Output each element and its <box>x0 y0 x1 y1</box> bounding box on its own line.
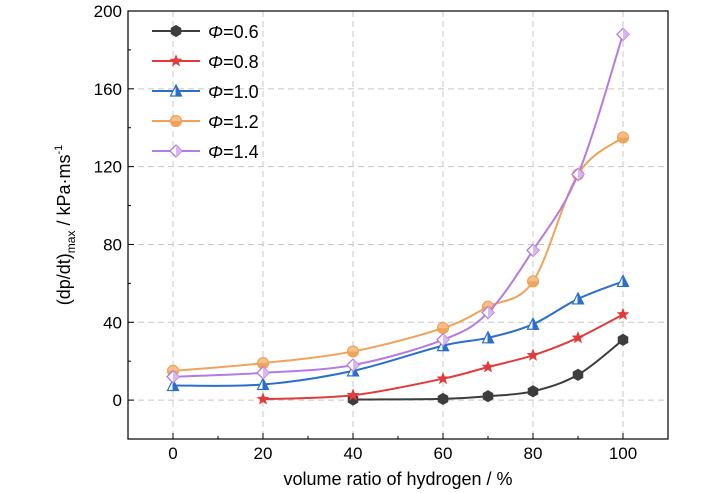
legend-marker <box>169 144 183 158</box>
legend-value: =1.2 <box>223 112 259 132</box>
data-point <box>481 360 495 373</box>
data-point <box>481 330 495 344</box>
data-point <box>256 392 270 405</box>
data-point <box>256 365 270 380</box>
data-point <box>571 330 585 344</box>
data-point <box>436 371 450 385</box>
data-point <box>527 385 539 398</box>
y-axis-title-unit: / kPa·ms <box>54 155 74 231</box>
data-point <box>572 368 584 381</box>
data-point <box>166 369 180 384</box>
data-point <box>616 131 630 144</box>
y-tick-label: 120 <box>94 158 122 177</box>
x-tick-label: 100 <box>609 444 637 463</box>
legend-label: Φ=1.2 <box>208 112 259 132</box>
legend-value: =0.6 <box>223 22 259 42</box>
data-point <box>436 332 450 347</box>
legend-item: Φ=0.6 <box>152 22 259 42</box>
data-point <box>526 316 540 330</box>
y-tick-label: 200 <box>94 2 122 21</box>
legend-marker <box>170 24 182 38</box>
x-tick-label: 80 <box>524 444 543 463</box>
y-axis-title-superscript: -1 <box>53 145 65 155</box>
x-axis-title: volume ratio of hydrogen / % <box>283 469 512 489</box>
legend-label: Φ=0.8 <box>208 52 259 72</box>
y-axis-title-main: (dp/dt) <box>54 253 74 305</box>
data-point <box>526 275 540 288</box>
data-point <box>616 27 630 42</box>
data-point <box>166 378 180 392</box>
legend-marker <box>169 83 183 97</box>
data-point <box>571 291 585 305</box>
data-point <box>526 243 540 258</box>
legend-marker <box>169 54 183 67</box>
data-point <box>436 322 450 335</box>
data-point <box>616 307 630 321</box>
data-point <box>437 392 449 406</box>
legend-item: Φ=1.2 <box>152 112 259 132</box>
legend-symbol: Φ <box>208 52 223 72</box>
legend-value: =1.0 <box>223 82 259 102</box>
series-3 <box>166 131 630 378</box>
data-point <box>482 390 494 403</box>
series-line <box>172 280 624 387</box>
data-point <box>617 333 629 346</box>
data-point <box>346 388 360 401</box>
legend-item: Φ=1.4 <box>152 142 259 162</box>
y-tick-label: 160 <box>94 80 122 99</box>
series-1 <box>256 307 630 405</box>
data-point <box>256 377 270 391</box>
legend-value: =1.4 <box>223 142 259 162</box>
data-point <box>346 358 360 372</box>
legend-label: Φ=1.4 <box>208 142 259 162</box>
x-tick-label: 40 <box>344 444 363 463</box>
legend-symbol: Φ <box>208 112 223 132</box>
y-axis-title: (dp/dt)max / kPa·ms-1 <box>53 145 78 306</box>
y-tick-label: 80 <box>103 235 122 254</box>
axis-ticks: 0 20 40 60 80 100 0 40 80 120 160 200 <box>94 2 638 463</box>
data-point <box>256 357 270 370</box>
legend-label: Φ=0.6 <box>208 22 259 42</box>
legend: Φ=0.6Φ=0.8Φ=1.0Φ=1.2Φ=1.4 <box>152 22 259 162</box>
legend-value: =0.8 <box>223 52 259 72</box>
legend-symbol: Φ <box>208 142 223 162</box>
x-tick-label: 60 <box>434 444 453 463</box>
series-4 <box>166 27 630 384</box>
legend-item: Φ=1.0 <box>152 82 259 102</box>
data-point <box>571 167 585 182</box>
legend-symbol: Φ <box>208 22 223 42</box>
data-point <box>616 274 630 288</box>
y-tick-label: 40 <box>103 313 122 332</box>
x-tick-label: 0 <box>168 444 177 463</box>
series-line <box>172 136 624 372</box>
y-axis-title-subscript: max <box>64 231 78 254</box>
series-2 <box>166 274 630 392</box>
series-group <box>166 27 630 406</box>
legend-symbol: Φ <box>208 82 223 102</box>
legend-label: Φ=1.0 <box>208 82 259 102</box>
y-tick-label: 0 <box>113 391 122 410</box>
data-point <box>346 345 360 358</box>
data-point <box>481 305 495 320</box>
x-tick-label: 20 <box>254 444 273 463</box>
legend-marker <box>169 114 183 128</box>
legend-item: Φ=0.8 <box>152 52 259 72</box>
data-point <box>526 348 540 361</box>
